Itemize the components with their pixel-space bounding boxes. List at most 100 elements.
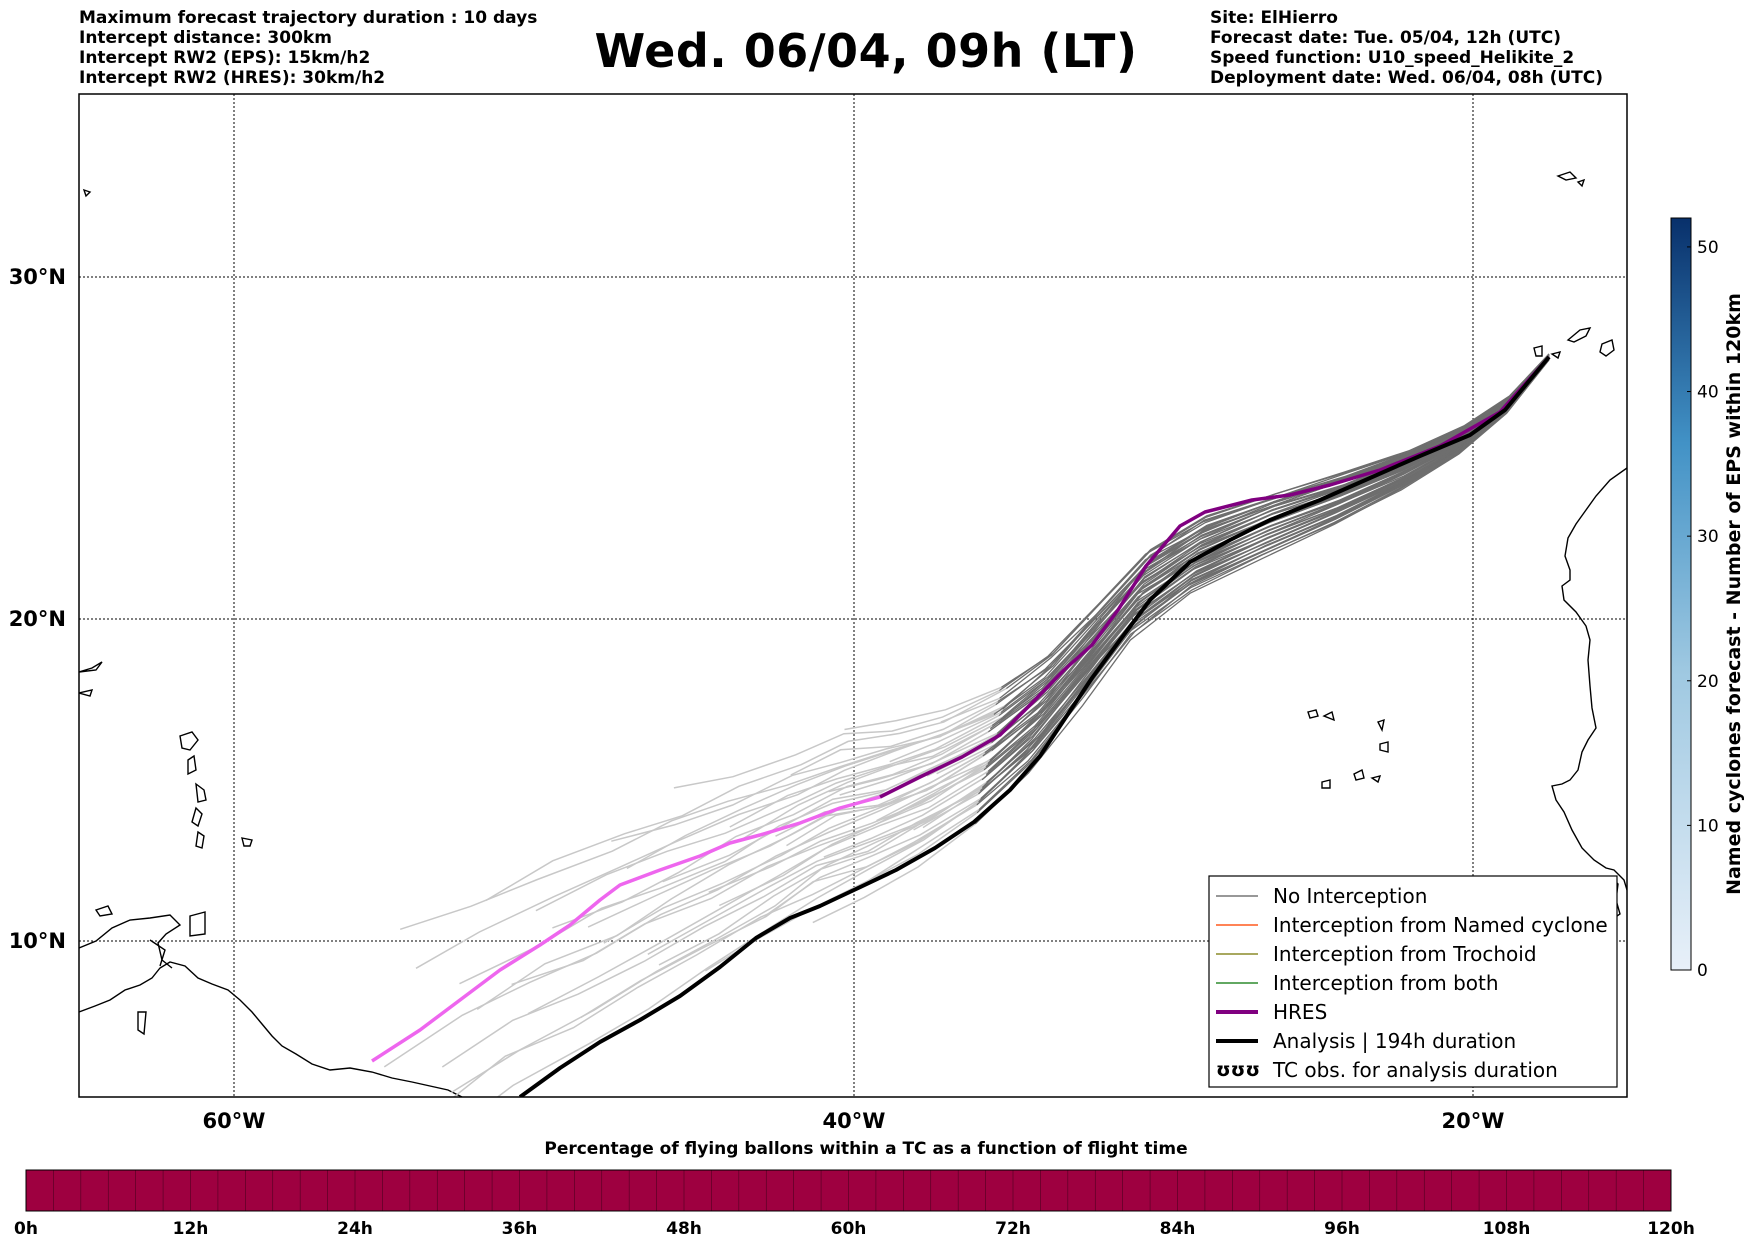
header-left-line: Intercept RW2 (EPS): 15km/h2 bbox=[79, 48, 371, 68]
legend-item: HRES bbox=[1216, 1000, 1327, 1024]
coastline-south-america bbox=[79, 961, 463, 1097]
coastline-island bbox=[82, 188, 92, 198]
colorbar-bottom-tick-label: 12h bbox=[173, 1219, 209, 1239]
coastline-trinidad bbox=[189, 911, 206, 937]
colorbar-bottom-tick-label: 72h bbox=[995, 1219, 1031, 1239]
eps-trajectories-late bbox=[383, 686, 1007, 1097]
eps-trajectory-late bbox=[889, 711, 1002, 763]
coastline-island bbox=[187, 754, 197, 776]
eps-trajectory-recent bbox=[1001, 353, 1550, 688]
coastline-canaries bbox=[1566, 327, 1592, 343]
header-left-line: Intercept distance: 300km bbox=[79, 28, 332, 48]
coastline-island bbox=[195, 830, 205, 849]
colorbar-right-tick-label: 30 bbox=[1697, 527, 1719, 547]
coastline-madeira bbox=[1556, 171, 1578, 181]
colorbar-bottom-title: Percentage of flying ballons within a TC… bbox=[544, 1139, 1187, 1159]
lat-label: 10°N bbox=[9, 929, 66, 953]
eps-trajectory-recent bbox=[1006, 353, 1550, 690]
page-title-text: Wed. 06/04, 09h (LT) bbox=[594, 24, 1138, 78]
colorbar-bottom-tick-label: 36h bbox=[502, 1219, 538, 1239]
coastline-bay bbox=[149, 939, 166, 967]
eps-trajectory-late bbox=[869, 808, 980, 881]
eps-trajectory-late bbox=[936, 743, 996, 775]
colorbar-right-tick-label: 40 bbox=[1697, 383, 1719, 403]
eps-trajectory-late bbox=[587, 755, 984, 928]
eps-trajectory-recent bbox=[987, 357, 1550, 765]
header-right-info: Site: ElHierro Forecast date: Tue. 05/04… bbox=[1210, 8, 1603, 88]
coastline-canaries bbox=[1599, 339, 1615, 357]
colorbar-bottom: Percentage of flying ballons within a TC… bbox=[14, 1139, 1695, 1239]
lon-label: 40°W bbox=[823, 1109, 886, 1133]
colorbar-right-tick-label: 50 bbox=[1697, 238, 1719, 258]
legend-label: HRES bbox=[1273, 1000, 1327, 1024]
colorbar-bottom-tick-label: 84h bbox=[1160, 1219, 1196, 1239]
eps-trajectory-late bbox=[812, 823, 976, 924]
coastline-south-america-north bbox=[79, 914, 182, 969]
eps-trajectory-late bbox=[828, 731, 989, 793]
coastline-island bbox=[79, 689, 94, 697]
map-frame bbox=[78, 93, 1628, 1098]
eps-trajectory-late bbox=[511, 769, 985, 986]
eps-trajectory-late bbox=[535, 724, 993, 912]
legend-box bbox=[1208, 875, 1618, 1088]
eps-trajectory-late bbox=[823, 777, 985, 858]
eps-trajectory-late bbox=[940, 697, 1000, 723]
coastline-cape-verde bbox=[1321, 779, 1331, 789]
eps-trajectories-recent bbox=[974, 353, 1550, 825]
page-title: Wed. 06/04, 09h (LT) bbox=[0, 24, 1752, 78]
lat-labels: 30°N 20°N 10°N bbox=[9, 265, 66, 953]
analysis-trajectory bbox=[518, 355, 1551, 1097]
coastline-island bbox=[137, 1011, 147, 1036]
coastline-cape-verde bbox=[1322, 710, 1336, 722]
coastline-cape-verde bbox=[1377, 718, 1385, 733]
legend-item: Interception from both bbox=[1216, 971, 1499, 995]
eps-trajectory-late bbox=[844, 686, 1002, 731]
eps-trajectory-late bbox=[662, 735, 996, 883]
colorbar-right-tick-label: 20 bbox=[1697, 672, 1719, 692]
eps-trajectory-late bbox=[485, 687, 1007, 902]
legend-label: TC obs. for analysis duration bbox=[1272, 1058, 1558, 1082]
eps-trajectory-late bbox=[658, 781, 987, 966]
header-right-line: Speed function: U10_speed_Helikite_2 bbox=[1210, 48, 1575, 68]
legend-item: Interception from Trochoid bbox=[1216, 942, 1537, 966]
colorbar-right-tick-label: 10 bbox=[1697, 816, 1719, 836]
eps-trajectory-late bbox=[647, 786, 983, 955]
hres-trajectory-recent bbox=[879, 355, 1551, 799]
eps-trajectory-recent bbox=[981, 358, 1550, 789]
coastline-cape-verde bbox=[1353, 768, 1365, 781]
eps-trajectory-late bbox=[399, 713, 995, 931]
eps-trajectory-late bbox=[450, 784, 985, 1094]
colorbar-bottom-tick-label: 108h bbox=[1483, 1219, 1531, 1239]
eps-trajectory-recent bbox=[986, 357, 1550, 783]
main-trajectories bbox=[371, 355, 1551, 1097]
header-right-line: Forecast date: Tue. 05/04, 12h (UTC) bbox=[1210, 28, 1561, 48]
eps-trajectory-recent bbox=[989, 356, 1550, 763]
legend-label: Analysis | 194h duration bbox=[1273, 1029, 1516, 1053]
legend-label: Interception from both bbox=[1273, 971, 1499, 995]
coastline-island bbox=[241, 837, 253, 847]
colorbar-bottom-tick-label: 24h bbox=[337, 1219, 373, 1239]
eps-trajectory-late bbox=[452, 804, 978, 1097]
legend: No Interception Interception from Named c… bbox=[1208, 875, 1618, 1088]
eps-trajectory-late bbox=[764, 797, 982, 917]
coastlines bbox=[79, 171, 1627, 1097]
colorbar-right-gradient bbox=[1670, 217, 1692, 971]
colorbar-right: 0 10 20 30 40 50 Named cyclones forecast - Nu… bbox=[1670, 217, 1745, 981]
eps-trajectory-late bbox=[496, 799, 982, 1097]
colorbar-bottom-tick-label: 48h bbox=[666, 1219, 702, 1239]
legend-label: Interception from Trochoid bbox=[1273, 942, 1537, 966]
coastline-island bbox=[195, 782, 207, 803]
eps-trajectory-late bbox=[383, 759, 991, 1068]
colorbar-right-tick-label: 0 bbox=[1697, 961, 1708, 981]
legend-label: No Interception bbox=[1273, 884, 1427, 908]
colorbar-right-label: Named cyclones forecast - Number of EPS … bbox=[1723, 293, 1745, 895]
header-left-info: Maximum forecast trajectory duration : 1… bbox=[79, 8, 537, 88]
eps-trajectory-late bbox=[441, 790, 981, 1068]
eps-trajectory-recent bbox=[991, 355, 1550, 759]
lon-labels: 60°W 40°W 20°W bbox=[203, 1109, 1505, 1133]
eps-trajectory-recent bbox=[980, 358, 1550, 801]
coastline-canaries bbox=[1533, 345, 1543, 357]
legend-item: ʊʊʊ TC obs. for analysis duration bbox=[1216, 1058, 1558, 1082]
header-right-line: Deployment date: Wed. 06/04, 08h (UTC) bbox=[1210, 68, 1604, 88]
